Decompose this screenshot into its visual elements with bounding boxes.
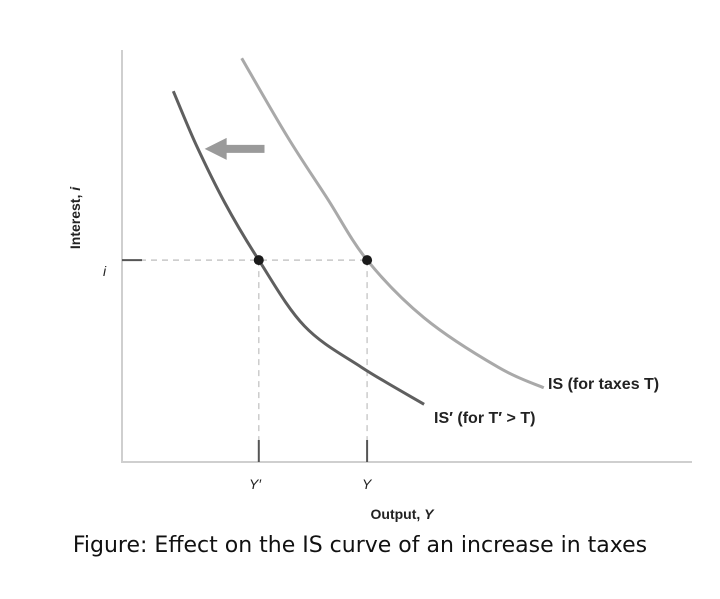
is-curves [171, 57, 545, 406]
equilibrium-point-1 [362, 255, 373, 266]
y-axis-title: Interest, i [67, 186, 83, 249]
y-tick-label-i: i [103, 263, 107, 279]
isprime-curve-label: IS′ (for T′ > T) [434, 410, 535, 427]
x-tick-label-yprime: Y′ [249, 476, 262, 492]
x-tick-label-y: Y [362, 476, 373, 492]
chart-svg: i Y′ Y Output, Y Interest, i IS (for tax… [67, 50, 692, 522]
shift-left-arrow-icon [204, 137, 265, 160]
equilibrium-points [253, 255, 373, 266]
figure-caption: Figure: Effect on the IS curve of an inc… [72, 533, 648, 558]
is-curve [240, 57, 545, 390]
x-axis-title: Output, Y [371, 506, 436, 522]
axis-ticks [122, 259, 369, 462]
isprime-curve [171, 90, 425, 406]
is-curve-label: IS (for taxes T) [548, 376, 659, 393]
equilibrium-point-0 [253, 255, 264, 266]
shift-arrow-layer [204, 137, 265, 160]
guide-lines [140, 259, 368, 440]
